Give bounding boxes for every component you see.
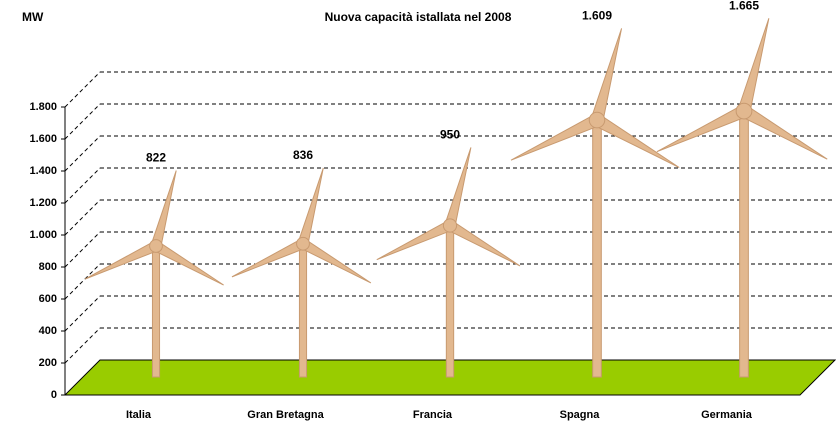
y-tick-label: 1.800 <box>29 101 57 113</box>
y-tick-label: 800 <box>39 261 57 273</box>
value-label: 950 <box>440 128 460 142</box>
y-tick-label: 1.600 <box>29 133 57 145</box>
grid-line <box>65 200 100 235</box>
grid-line <box>65 264 100 299</box>
x-tick-label: Francia <box>413 409 453 421</box>
turbine-blade <box>151 171 176 248</box>
turbine-hub <box>589 112 605 128</box>
turbine-blade <box>447 221 520 266</box>
turbine-blade <box>232 239 305 277</box>
chart: Nuova capacità istallata nel 2008 MW 0 20… <box>0 0 836 427</box>
turbine-tower <box>593 120 602 377</box>
turbine-hub <box>736 103 752 119</box>
grid-line <box>65 72 100 107</box>
y-tick-label: 200 <box>39 357 57 369</box>
y-tick-label: 0 <box>51 389 57 401</box>
turbine-blade <box>85 241 158 279</box>
y-tick-label: 1.200 <box>29 197 57 209</box>
turbine-blade <box>154 242 224 285</box>
turbine-blade <box>591 28 621 121</box>
grid-line <box>65 136 100 171</box>
y-tick-label: 1.400 <box>29 165 57 177</box>
turbine-blade <box>594 115 679 168</box>
turbine-blade <box>298 168 323 245</box>
x-tick-label: Germania <box>701 409 753 421</box>
turbine-tower <box>299 244 306 377</box>
turbine-tower <box>152 246 159 377</box>
turbine-hub <box>150 240 163 253</box>
turbine-blade <box>738 18 769 112</box>
x-tick-label: Spagna <box>560 409 601 421</box>
turbine-blade <box>741 106 827 159</box>
y-tick-label: 600 <box>39 293 57 305</box>
x-tick-label: Italia <box>126 409 152 421</box>
y-tick-label: 400 <box>39 325 57 337</box>
x-tick-label: Gran Bretagna <box>247 409 324 421</box>
value-label: 1.609 <box>582 9 612 23</box>
y-axis-label: MW <box>22 10 44 24</box>
turbine-blade <box>445 147 471 226</box>
value-label: 1.665 <box>729 0 759 12</box>
turbine-tower <box>740 111 749 377</box>
value-label: 822 <box>146 151 166 165</box>
turbine-hub <box>443 219 456 232</box>
turbine-blade <box>657 106 747 152</box>
turbine-hub <box>297 237 310 250</box>
turbine-blade <box>511 115 600 161</box>
chart-title: Nuova capacità istallata nel 2008 <box>325 10 512 24</box>
grid-line <box>65 104 100 139</box>
grid-line <box>65 328 100 363</box>
grid-line <box>65 168 100 203</box>
grid-line <box>65 232 100 267</box>
value-label: 836 <box>293 148 313 162</box>
grid-line <box>65 296 100 331</box>
y-tick-label: 1.000 <box>29 229 57 241</box>
turbine-blade <box>377 221 452 260</box>
turbine-blade <box>301 239 371 283</box>
turbine-tower <box>446 226 453 378</box>
